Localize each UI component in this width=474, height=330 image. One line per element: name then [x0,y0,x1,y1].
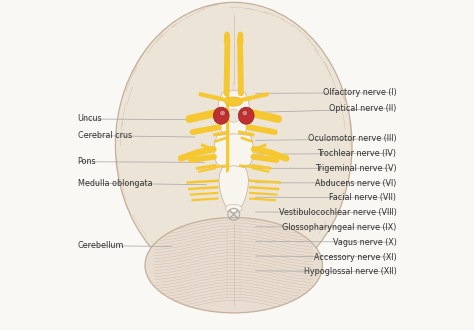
Ellipse shape [242,110,248,116]
Ellipse shape [213,107,229,124]
Text: Uncus: Uncus [78,115,102,123]
Text: Trigeminal nerve (V): Trigeminal nerve (V) [315,164,396,173]
Polygon shape [219,166,248,208]
Ellipse shape [238,107,254,124]
Text: Pons: Pons [78,157,96,166]
Text: Medulla oblongata: Medulla oblongata [78,179,152,187]
Text: Facial nerve (VII): Facial nerve (VII) [329,193,396,202]
Ellipse shape [219,110,226,116]
Text: Oculomotor nerve (III): Oculomotor nerve (III) [308,134,396,143]
Text: Glossopharyngeal nerve (IX): Glossopharyngeal nerve (IX) [282,223,396,232]
Ellipse shape [225,97,243,106]
Text: Vestibulocochlear nerve (VIII): Vestibulocochlear nerve (VIII) [279,208,396,217]
Text: Vagus nerve (X): Vagus nerve (X) [332,238,396,247]
Text: Hypoglossal nerve (XII): Hypoglossal nerve (XII) [303,267,396,276]
Text: Trochlear nerve (IV): Trochlear nerve (IV) [318,149,396,158]
Polygon shape [217,90,250,136]
Text: Olfactory nerve (I): Olfactory nerve (I) [323,88,396,97]
Text: Cerebellum: Cerebellum [78,241,124,250]
Ellipse shape [228,109,240,122]
Text: Accessory nerve (XI): Accessory nerve (XI) [314,252,396,261]
Polygon shape [214,134,254,168]
Ellipse shape [226,204,242,213]
Text: Optical nerve (II): Optical nerve (II) [329,104,396,113]
Ellipse shape [145,217,322,313]
Ellipse shape [115,2,352,288]
Text: Cerebral crus: Cerebral crus [78,131,132,140]
Text: Abducens nerve (VI): Abducens nerve (VI) [315,179,396,187]
